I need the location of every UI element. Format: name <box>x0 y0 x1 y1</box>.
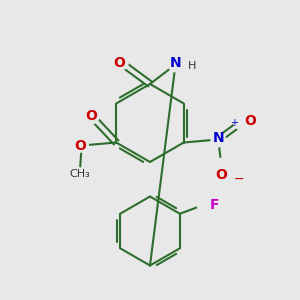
Text: O: O <box>85 109 97 122</box>
Text: N: N <box>170 56 181 70</box>
Circle shape <box>234 116 248 130</box>
Text: O: O <box>74 139 86 152</box>
Text: O: O <box>215 168 227 182</box>
Text: +: + <box>230 118 238 128</box>
Text: CH₃: CH₃ <box>70 169 91 179</box>
Text: H: H <box>188 61 196 71</box>
Text: N: N <box>212 131 224 145</box>
Text: −: − <box>233 172 244 185</box>
Circle shape <box>85 110 99 124</box>
Circle shape <box>197 198 211 211</box>
Circle shape <box>75 139 88 152</box>
Circle shape <box>211 132 226 147</box>
Circle shape <box>115 56 128 70</box>
Text: F: F <box>209 198 219 212</box>
Text: O: O <box>113 56 125 70</box>
Text: O: O <box>244 115 256 128</box>
Circle shape <box>215 158 228 172</box>
Circle shape <box>168 57 183 72</box>
